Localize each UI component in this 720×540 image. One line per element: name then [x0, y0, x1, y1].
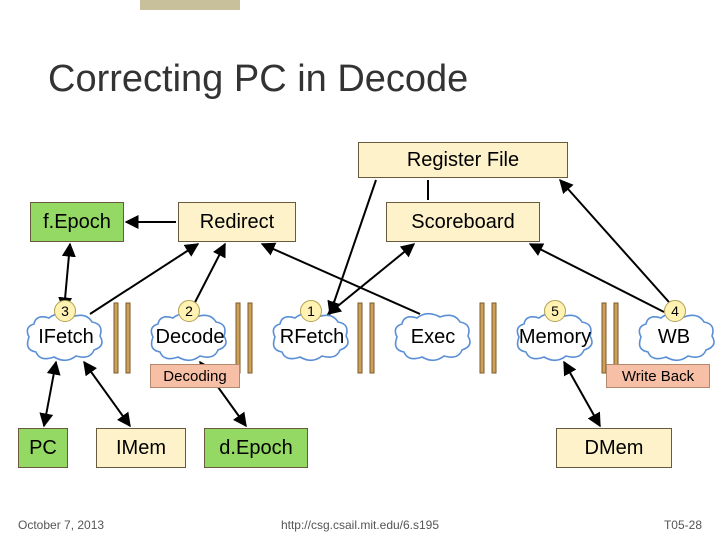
box-scoreboard: Scoreboard: [386, 202, 540, 242]
badge-ifetch: 3: [54, 300, 76, 322]
badge-rfetch: 1: [300, 300, 322, 322]
footer-url: http://csg.csail.mit.edu/6.s195: [0, 518, 720, 532]
box-fepoch: f.Epoch: [30, 202, 124, 242]
stage-decode: Decode: [148, 326, 232, 349]
stage-rfetch: RFetch: [272, 326, 352, 349]
slide-title: Correcting PC in Decode: [48, 58, 468, 101]
footer-page: T05-28: [664, 518, 702, 532]
sublabel-writeback: Write Back: [606, 364, 710, 388]
sublabel-decoding: Decoding: [150, 364, 240, 388]
box-depoch: d.Epoch: [204, 428, 308, 468]
box-pc: PC: [18, 428, 68, 468]
badge-decode: 2: [178, 300, 200, 322]
badge-memory: 5: [544, 300, 566, 322]
stage-ifetch: IFetch: [26, 326, 106, 349]
box-imem: IMem: [96, 428, 186, 468]
stage-exec: Exec: [398, 326, 468, 349]
stage-wb: WB: [644, 326, 704, 349]
decor-stripe: [140, 0, 240, 10]
stage-memory: Memory: [510, 326, 600, 349]
box-redirect: Redirect: [178, 202, 296, 242]
badge-wb: 4: [664, 300, 686, 322]
box-dmem: DMem: [556, 428, 672, 468]
box-register-file: Register File: [358, 142, 568, 178]
